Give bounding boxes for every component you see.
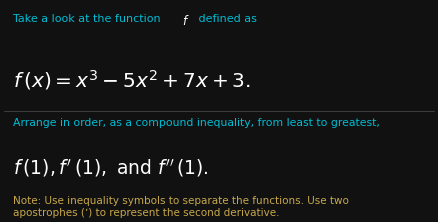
Text: $f\,(1), f'\,(1),$ and $f''\,(1).$: $f\,(1), f'\,(1),$ and $f''\,(1).$ bbox=[13, 157, 209, 178]
Text: Arrange in order, as a compound inequality, from least to greatest,: Arrange in order, as a compound inequali… bbox=[13, 118, 380, 128]
Text: Take a look at the function: Take a look at the function bbox=[13, 14, 164, 24]
Text: apostrophes (ʼ) to represent the second derivative.: apostrophes (ʼ) to represent the second … bbox=[13, 208, 279, 218]
Text: $f\,(x) = x^3 - 5x^2 + 7x + 3.$: $f\,(x) = x^3 - 5x^2 + 7x + 3.$ bbox=[13, 68, 251, 92]
Text: defined as: defined as bbox=[195, 14, 257, 24]
Text: $\it{f}$: $\it{f}$ bbox=[182, 14, 189, 28]
Text: Note: Use inequality symbols to separate the functions. Use two: Note: Use inequality symbols to separate… bbox=[13, 196, 349, 206]
